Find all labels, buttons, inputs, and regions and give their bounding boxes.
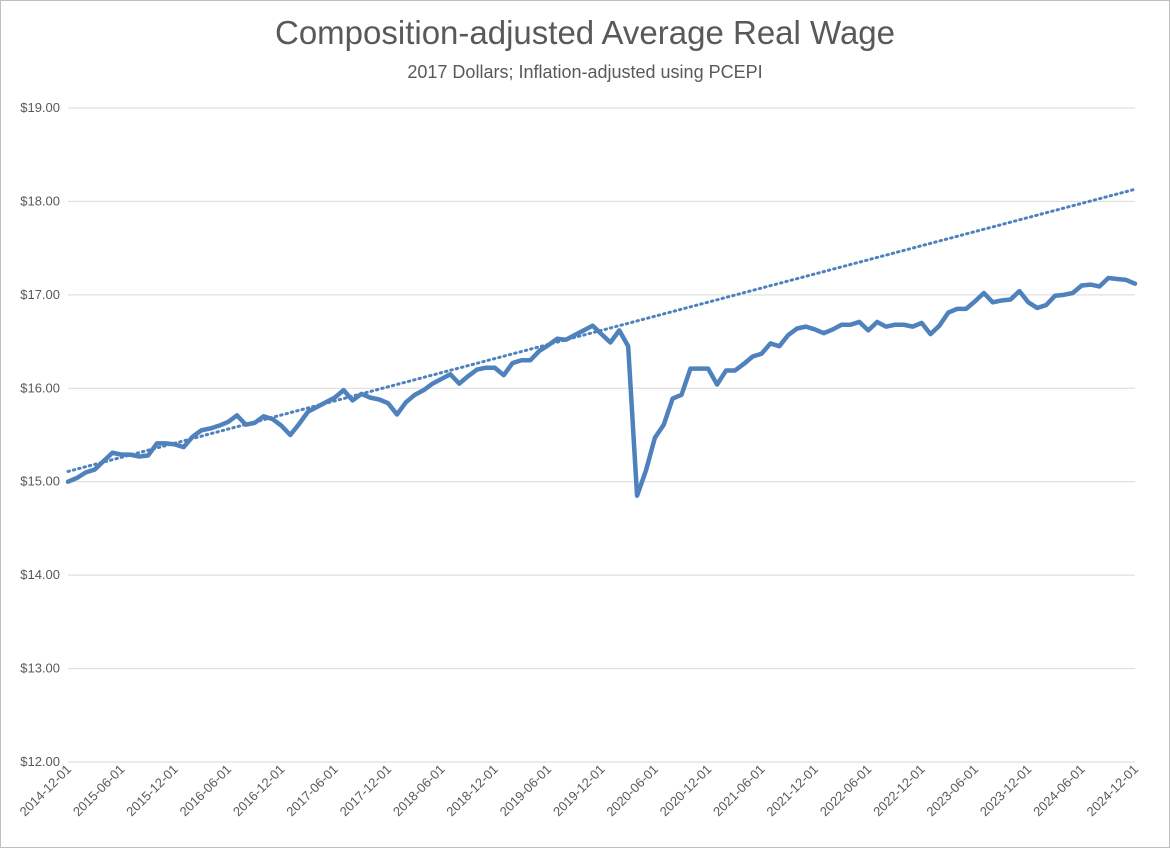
x-tick-label: 2017-06-01 [283,762,341,820]
x-tick-label: 2015-12-01 [123,762,181,820]
y-tick-label: $15.00 [20,474,60,489]
y-tick-label: $18.00 [20,193,60,208]
x-tick-label: 2019-12-01 [550,762,608,820]
gridlines [68,107,1135,763]
y-tick-label: $14.00 [20,567,60,582]
x-tick-label: 2019-06-01 [497,762,555,820]
x-axis-ticks: 2014-12-012015-06-012015-12-012016-06-01… [16,762,1141,820]
x-tick-label: 2016-06-01 [177,762,235,820]
x-tick-label: 2023-06-01 [923,762,981,820]
y-axis-ticks: $12.00 $13.00 $14.00 $15.00 $16.00 $17.00 $18.… [20,100,60,769]
x-tick-label: 2024-12-01 [1083,762,1141,820]
y-tick-label: $13.00 [20,661,60,676]
x-tick-label: 2018-06-01 [390,762,448,820]
x-tick-label: 2024-06-01 [1030,762,1088,820]
x-tick-label: 2018-12-01 [443,762,501,820]
x-tick-label: 2017-12-01 [337,762,395,820]
y-tick-label: $16.00 [20,380,60,395]
x-tick-label: 2015-06-01 [70,762,128,820]
x-tick-label: 2016-12-01 [230,762,288,820]
series-line-wage [65,275,1138,498]
x-tick-label: 2014-12-01 [16,762,74,820]
series-layer [65,187,1138,498]
x-tick-label: 2020-06-01 [603,762,661,820]
x-tick-label: 2021-12-01 [763,762,821,820]
x-tick-label: 2023-12-01 [977,762,1035,820]
trend-line [66,187,1137,473]
y-tick-label: $12.00 [20,754,60,769]
x-tick-label: 2022-12-01 [870,762,928,820]
x-tick-label: 2021-06-01 [710,762,768,820]
chart-subtitle: 2017 Dollars; Inflation-adjusted using P… [407,62,763,82]
y-tick-label: $19.00 [20,100,60,115]
chart-title: Composition-adjusted Average Real Wage [274,14,896,51]
x-tick-label: 2020-12-01 [657,762,715,820]
y-tick-label: $17.00 [20,287,60,302]
x-tick-label: 2022-06-01 [817,762,875,820]
